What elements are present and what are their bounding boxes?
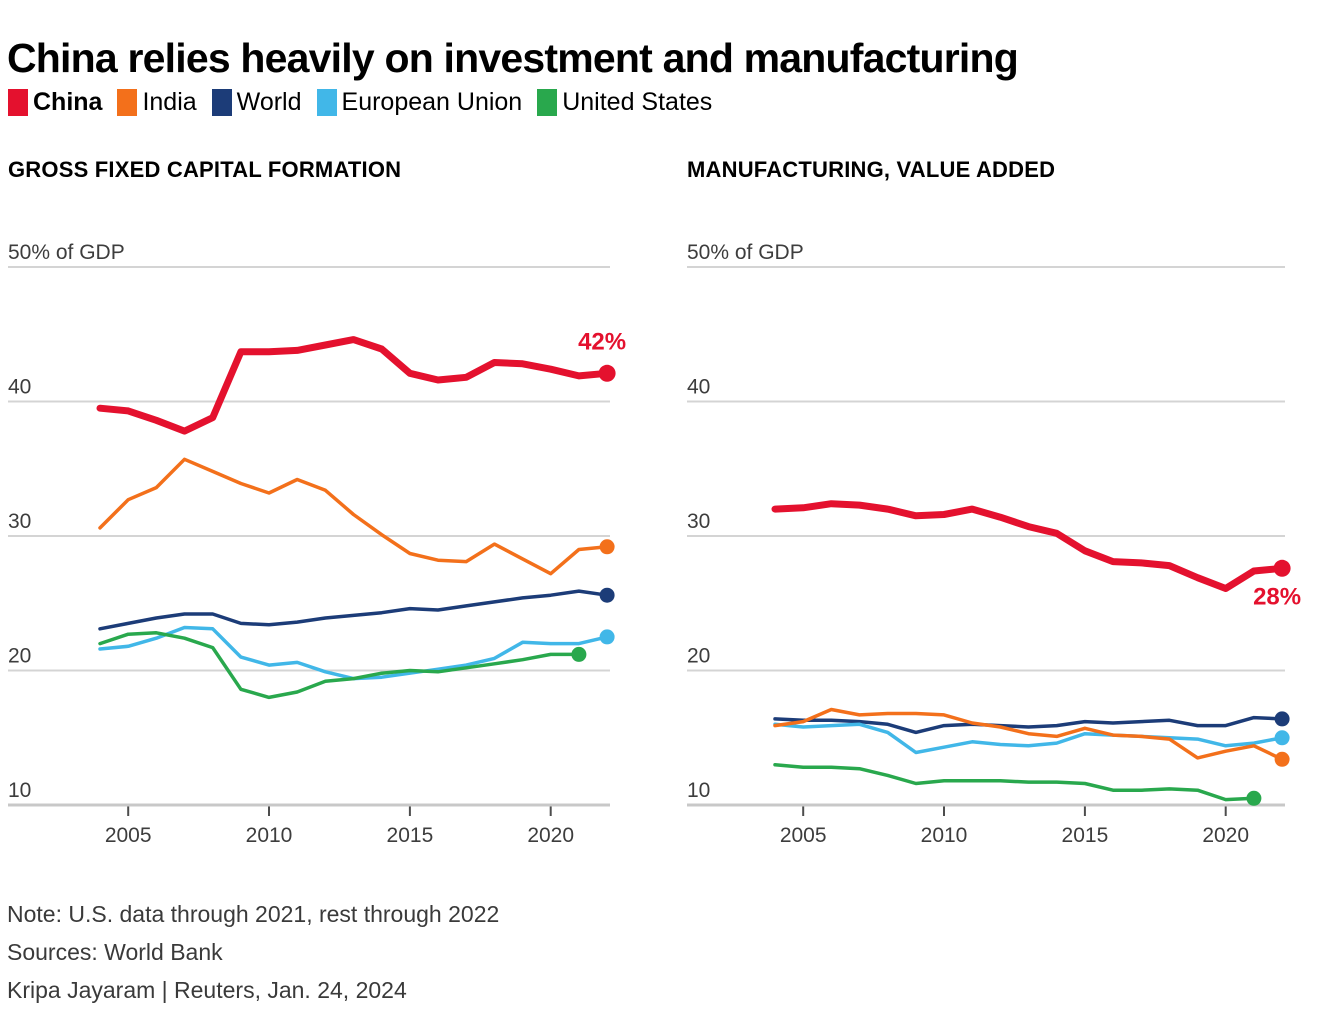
footer-byline: Kripa Jayaram | Reuters, Jan. 24, 2024: [7, 977, 407, 1003]
chart-heading-gfcf: GROSS FIXED CAPITAL FORMATION: [8, 157, 402, 182]
line-world: [98, 589, 609, 631]
end-dot-united-states: [571, 646, 587, 662]
x-tick-label-2010: 2010: [246, 824, 293, 847]
legend-item-india: India: [117, 88, 197, 117]
legend-item-china: China: [8, 88, 102, 117]
y-axis-label-20: 20: [8, 645, 31, 668]
x-tick-label-2020: 2020: [1202, 824, 1249, 847]
end-dot-world: [1274, 711, 1290, 727]
end-dot-world: [599, 587, 615, 603]
y-axis-label-20: 20: [687, 645, 710, 668]
legend-label: India: [142, 88, 197, 116]
x-tick-label-2010: 2010: [921, 824, 968, 847]
end-dot-european-union: [599, 629, 615, 645]
end-dot-european-union: [1274, 730, 1290, 746]
line-united-states: [773, 762, 1256, 802]
y-axis-unit-label: 50% of GDP: [8, 241, 125, 264]
y-axis-label-10: 10: [687, 779, 710, 802]
legend-label: European Union: [341, 88, 523, 116]
legend-item-european-union: European Union: [316, 88, 523, 117]
end-value-label: 28%: [1253, 583, 1301, 610]
legend-swatch-world: [211, 89, 232, 116]
legend-item-world: World: [211, 88, 302, 117]
x-tick-label-2015: 2015: [387, 824, 434, 847]
chart-heading-manufacturing: MANUFACTURING, VALUE ADDED: [687, 157, 1056, 182]
x-tick-label-2020: 2020: [527, 824, 574, 847]
line-world: [773, 715, 1284, 735]
end-dot-india: [599, 539, 615, 555]
legend-label: China: [33, 88, 103, 116]
line-european-union: [773, 722, 1284, 755]
end-dot-china: [598, 364, 616, 382]
y-axis-label-30: 30: [687, 510, 710, 533]
line-india: [98, 457, 609, 576]
end-dot-china: [1273, 559, 1291, 577]
end-dot-india: [1274, 751, 1290, 767]
line-india: [773, 707, 1284, 762]
x-tick-label-2005: 2005: [780, 824, 827, 847]
line-united-states: [98, 631, 581, 700]
legend-swatch-european-union: [316, 89, 337, 116]
y-axis-label-40: 40: [8, 376, 31, 399]
y-axis-unit-label: 50% of GDP: [687, 241, 804, 264]
x-tick-label-2015: 2015: [1062, 824, 1109, 847]
legend-swatch-india: [117, 89, 138, 116]
page-title: China relies heavily on investment and m…: [7, 35, 1019, 82]
end-value-label: 42%: [578, 328, 626, 355]
legend-item-united-states: United States: [537, 88, 712, 117]
legend-swatch-china: [8, 89, 28, 116]
y-axis-label-10: 10: [8, 779, 31, 802]
legend-swatch-united-states: [537, 89, 558, 116]
footer-note: Note: U.S. data through 2021, rest throu…: [7, 901, 500, 927]
legend-label: United States: [562, 88, 713, 116]
y-axis-label-30: 30: [8, 510, 31, 533]
line-china: [771, 500, 1286, 592]
y-axis-label-40: 40: [687, 376, 710, 399]
footer-sources: Sources: World Bank: [7, 939, 223, 965]
line-china: [96, 336, 611, 435]
legend-label: World: [236, 88, 302, 116]
x-tick-label-2005: 2005: [105, 824, 152, 847]
end-dot-united-states: [1246, 790, 1262, 806]
legend: China India World European Union United Stat…: [8, 88, 727, 117]
